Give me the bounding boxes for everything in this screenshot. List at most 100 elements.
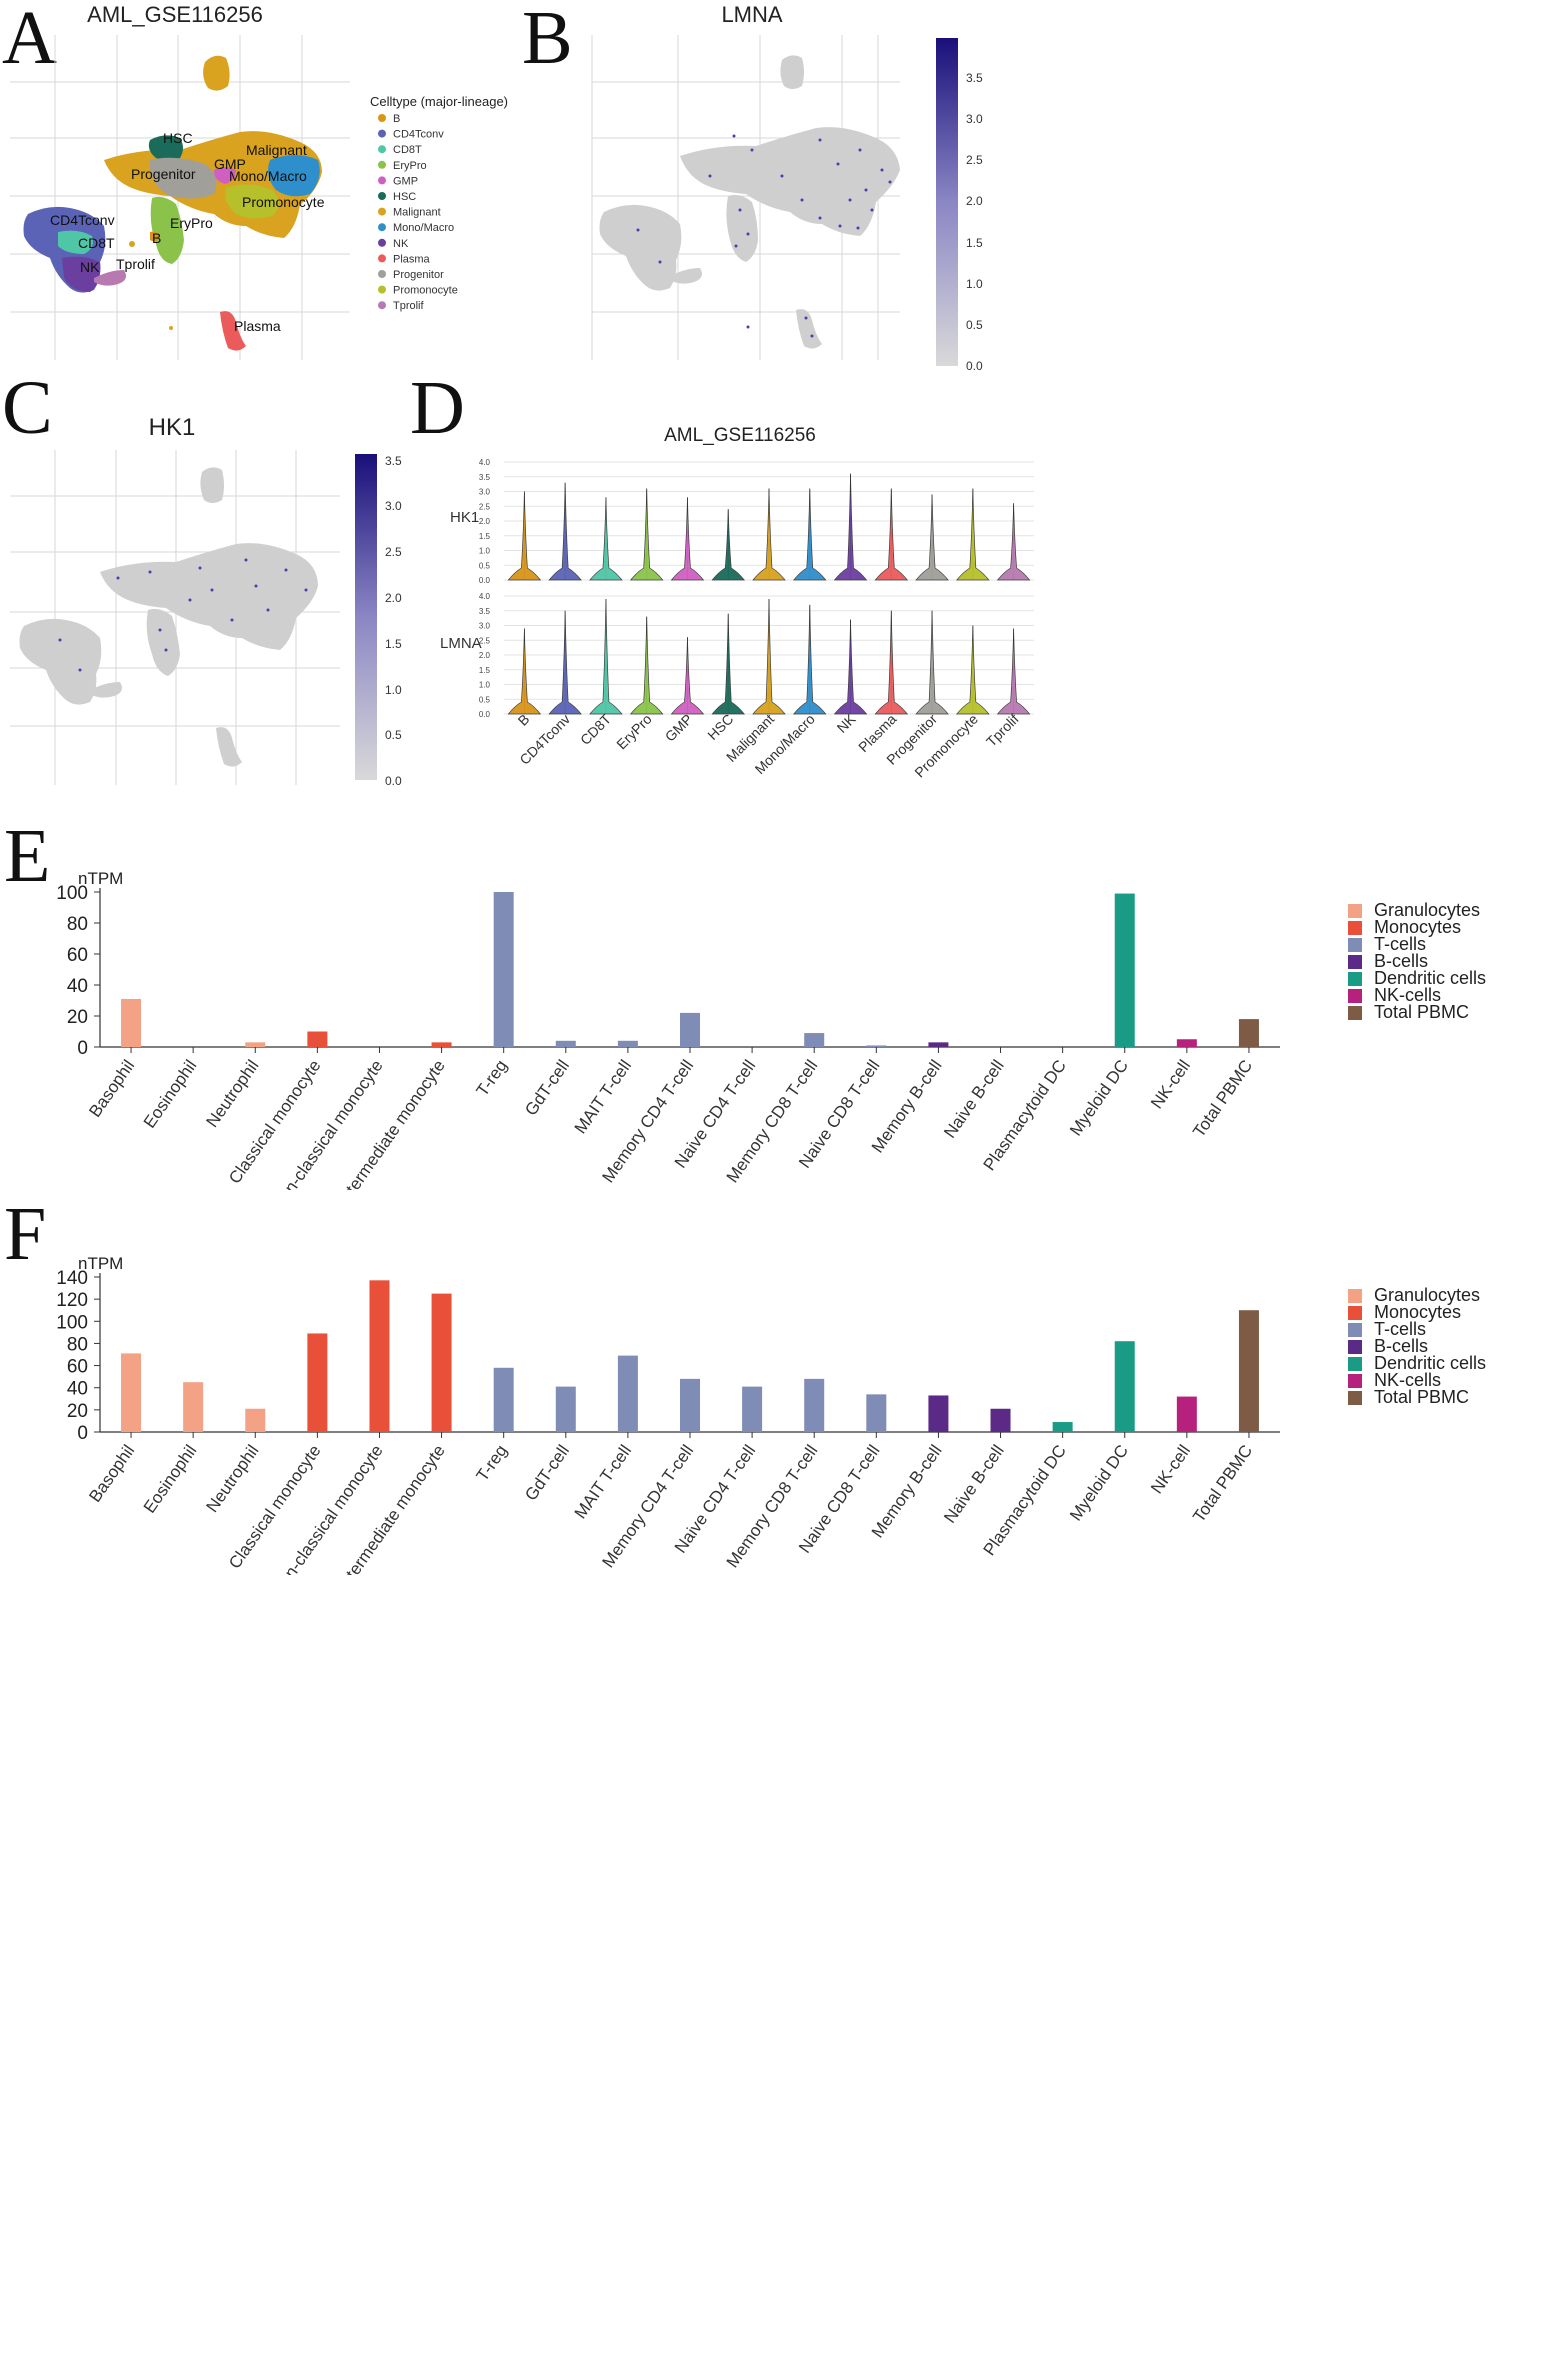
hk1-expression-dots [58, 558, 308, 672]
cluster-label: B [152, 230, 161, 246]
bar-x-tick: Intermediate monocyte [334, 1441, 449, 1575]
celltype-legend: B CD4Tconv CD8T EryPro GMP HSC Malignant Mono/M… [378, 113, 458, 312]
violin-shape [956, 625, 990, 715]
bar-y-tick: 100 [56, 1312, 88, 1333]
panel-label-d: D [410, 366, 465, 450]
bar-legend-swatch [1348, 955, 1362, 969]
bar-legend-label: Total PBMC [1374, 1002, 1469, 1022]
violin-y-tick: 1.0 [479, 681, 491, 690]
colorbar-tick: 0.0 [385, 774, 402, 788]
cluster-label: CD8T [78, 235, 115, 251]
bar-legend-label: NK-cells [1374, 985, 1441, 1005]
bar-x-tick: Eosinophil [140, 1441, 201, 1516]
bar [369, 1280, 390, 1432]
violin-shape [956, 488, 990, 581]
colorbar-tick: 3.5 [385, 454, 402, 468]
colorbar-tick: 3.5 [966, 71, 983, 85]
legend-marker [378, 160, 386, 169]
violin-y-tick: 0.0 [479, 576, 491, 585]
violin-x-tick: Tprolif [983, 711, 1022, 750]
bar-legend-label: Monocytes [1374, 1302, 1461, 1322]
bar-legend-label: B-cells [1374, 951, 1428, 971]
umap-hk1-panel: HK1 3.5 3.0 2.5 2.0 1.5 1.0 0.5 0.0 [10, 414, 402, 788]
legend-marker [378, 129, 386, 138]
legend-label: EryPro [393, 160, 427, 172]
panel-label-c: C [2, 366, 53, 450]
bar-legend-label: T-cells [1374, 934, 1426, 954]
bar [866, 1394, 887, 1432]
hk1-colorbar [355, 454, 377, 780]
bar-x-tick: NK-cell [1147, 1441, 1194, 1497]
bar-x-tick: NK-cell [1147, 1056, 1194, 1112]
bar [804, 1033, 825, 1047]
panel-label-b: B [522, 0, 573, 80]
bar-x-tick: GdT-cell [521, 1441, 573, 1504]
bar-y-tick: 120 [56, 1290, 88, 1311]
bar-y-axis-label: nTPM [78, 869, 123, 888]
umap-lmna-panel: LMNA 3.5 3.0 2.5 2.0 1.5 1.0 [591, 2, 983, 372]
bar-x-tick: T-reg [473, 1056, 511, 1099]
bar [493, 892, 514, 1047]
violin-shape [548, 482, 582, 581]
bar-legend-swatch [1348, 904, 1362, 918]
bar-legend-swatch [1348, 1006, 1362, 1020]
bar-x-tick: T-reg [473, 1441, 511, 1484]
cluster-label: CD4Tconv [50, 212, 115, 228]
colorbar-tick: 3.0 [385, 499, 402, 513]
bar [245, 1408, 266, 1432]
legend-label: Progenitor [393, 269, 444, 281]
colorbar-tick: 2.5 [385, 545, 402, 559]
legend-marker [378, 301, 386, 310]
violin-y-tick: 4.0 [479, 592, 491, 601]
cluster-label: Malignant [246, 142, 307, 158]
cluster-label: HSC [163, 130, 193, 146]
legend-label: CD4Tconv [393, 129, 444, 141]
legend-label: CD8T [393, 144, 422, 156]
bar-legend-label: Dendritic cells [1374, 1353, 1486, 1373]
violin-shape [629, 616, 664, 715]
violin-shape [793, 604, 827, 715]
violin-shape [996, 628, 1031, 715]
bar [1114, 1341, 1135, 1432]
bar-y-tick: 40 [67, 1379, 88, 1400]
bar-x-tick: MAIT T-cell [571, 1056, 636, 1137]
violin-x-tick: GMP [662, 711, 696, 745]
cluster-label: GMP [214, 156, 246, 172]
bar-legend-swatch [1348, 921, 1362, 935]
bar [431, 1293, 452, 1432]
hk1-cells [19, 467, 318, 767]
bar [928, 1042, 949, 1047]
bar-x-tick: Basophil [85, 1441, 138, 1505]
legend-marker [378, 223, 386, 232]
bar [555, 1386, 576, 1432]
colorbar-tick: 3.0 [966, 112, 983, 126]
bar-x-tick: Naive B-cell [940, 1441, 1008, 1526]
violin-shape [670, 637, 705, 715]
legend-marker [378, 238, 386, 247]
bar-legend-swatch [1348, 972, 1362, 986]
bar [1052, 1422, 1073, 1432]
colorbar-tick: 1.5 [385, 637, 402, 651]
bar [431, 1042, 452, 1047]
bar [1238, 1310, 1259, 1432]
violin-y-tick: 1.0 [479, 547, 491, 556]
lmna-cells [599, 55, 900, 349]
colorbar-tick: 2.0 [385, 591, 402, 605]
celltype-legend-title: Celltype (major-lineage) [370, 94, 508, 109]
bar [990, 1408, 1011, 1432]
bar-x-tick: Naive B-cell [940, 1056, 1008, 1141]
violin-shape [548, 610, 582, 715]
bar [928, 1395, 949, 1432]
bar-y-tick: 80 [67, 1334, 88, 1355]
violin-shape [915, 494, 949, 581]
violin-shape [793, 488, 827, 581]
colorbar-tick: 2.0 [966, 194, 983, 208]
umap-celltype-title: AML_GSE116256 [87, 2, 263, 27]
violin-shape [915, 610, 949, 715]
bar [1114, 893, 1135, 1047]
legend-label: Malignant [393, 207, 441, 219]
bar-y-tick: 80 [67, 914, 88, 935]
legend-marker [378, 254, 386, 263]
bar-legend-swatch [1348, 1306, 1362, 1320]
panel-label-e: E [4, 814, 51, 898]
